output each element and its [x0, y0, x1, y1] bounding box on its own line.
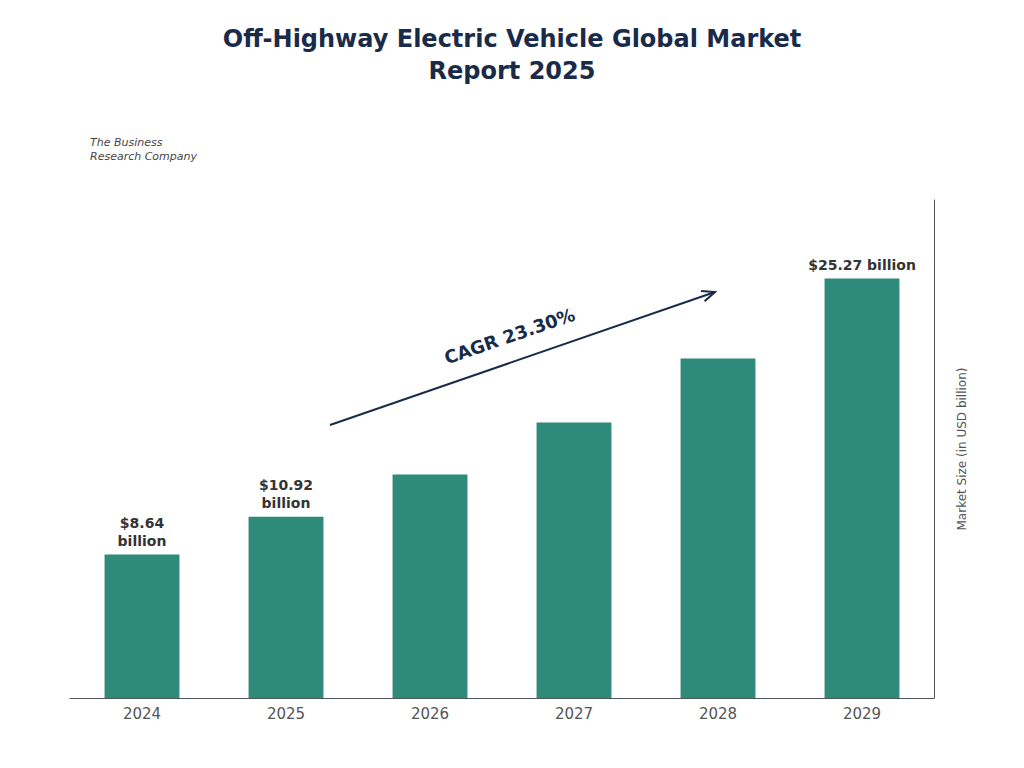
svg-text:Research Company: Research Company: [90, 150, 198, 163]
svg-text:Market Size (in USD billion): Market Size (in USD billion): [955, 368, 969, 531]
svg-text:2027: 2027: [555, 705, 593, 723]
svg-text:$10.92: $10.92: [259, 477, 313, 493]
svg-text:2026: 2026: [411, 705, 449, 723]
svg-text:$25.27 billion: $25.27 billion: [808, 257, 916, 273]
svg-text:Report 2025: Report 2025: [429, 57, 596, 85]
svg-text:Off-Highway Electric Vehicle G: Off-Highway Electric Vehicle Global Mark…: [223, 25, 802, 53]
svg-text:$8.64: $8.64: [120, 515, 165, 531]
svg-text:CAGR 23.30%: CAGR 23.30%: [441, 304, 577, 369]
svg-text:2025: 2025: [267, 705, 305, 723]
svg-text:2028: 2028: [699, 705, 737, 723]
svg-text:billion: billion: [118, 533, 167, 549]
svg-text:billion: billion: [262, 495, 311, 511]
svg-text:2024: 2024: [123, 705, 161, 723]
svg-text:The Business: The Business: [90, 136, 163, 149]
svg-text:2029: 2029: [843, 705, 881, 723]
